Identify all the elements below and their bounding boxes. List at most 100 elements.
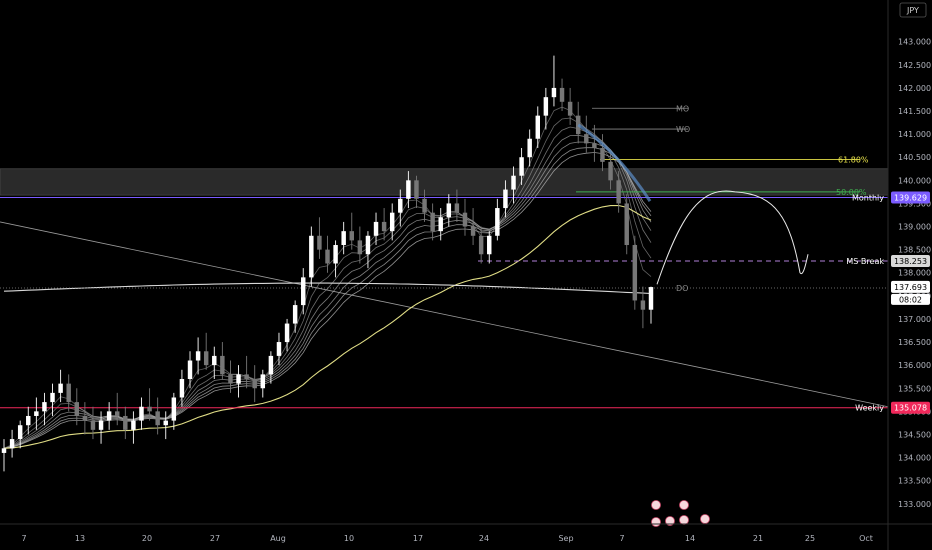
candle-body	[551, 87, 557, 98]
level-price-tag-bg	[891, 255, 930, 268]
time-tick-label: 25	[805, 534, 815, 543]
level-price-tag-bg	[891, 191, 930, 204]
candle-body	[131, 420, 136, 430]
economic-event-icon	[651, 500, 661, 510]
candle-body	[349, 231, 354, 241]
candle-body	[640, 300, 646, 310]
candle-body	[317, 235, 322, 250]
time-tick-label: 20	[142, 534, 152, 543]
candle-body	[50, 392, 55, 403]
candle-body	[292, 305, 298, 324]
time-tick-label: Aug	[270, 534, 286, 543]
candle-body	[309, 235, 314, 278]
fib-level-label: 50.00%	[836, 188, 867, 197]
candle-body	[333, 245, 338, 264]
candle-body	[624, 203, 629, 246]
price-tick-label: 136.500	[898, 338, 931, 347]
candle-body	[106, 411, 112, 421]
price-tick-label: 133.000	[898, 500, 931, 509]
candle-body	[98, 420, 104, 430]
candle-body	[341, 231, 346, 246]
candle-body	[422, 198, 427, 213]
price-tick-label: 138.000	[898, 269, 931, 278]
time-tick-label: 21	[753, 534, 763, 543]
fib-level-label: 61.80%	[838, 156, 869, 165]
candle-body	[66, 383, 71, 403]
momentum-fan	[577, 123, 652, 202]
candle-body	[414, 180, 419, 199]
candle-body	[139, 406, 144, 421]
candle-body	[260, 374, 266, 389]
economic-event-icon	[679, 515, 689, 525]
price-tick-label: 139.000	[898, 223, 931, 232]
candle-body	[115, 411, 120, 416]
price-tick-label: 133.500	[898, 477, 931, 486]
candle-body	[74, 402, 80, 416]
candle-body	[543, 97, 549, 116]
time-tick-label: 10	[344, 534, 354, 543]
candle-body	[17, 425, 23, 440]
candle-body	[1, 448, 7, 453]
time-tick-label: 27	[210, 534, 220, 543]
time-tick-label: Sep	[558, 534, 573, 543]
candle-body	[446, 203, 452, 218]
price-tags-layer: 139.629 138.253 135.078 137.693 08:02	[891, 191, 930, 414]
economic-event-icon	[700, 514, 710, 524]
candle-body	[478, 235, 484, 255]
candle-body	[600, 147, 605, 162]
currency-badge[interactable]	[899, 2, 927, 18]
tagged-line-label: MO	[676, 104, 689, 113]
candle-body	[212, 355, 217, 366]
time-tick-label: 14	[685, 534, 695, 543]
candle-body	[252, 379, 257, 389]
supply-zone-layer	[0, 168, 889, 196]
candle-body	[203, 351, 209, 366]
price-tick-label: 135.500	[898, 384, 931, 393]
candle-body	[648, 287, 654, 310]
candle-body	[527, 138, 532, 158]
candle-body	[357, 240, 363, 255]
time-tick-label: 13	[75, 534, 85, 543]
candle-body	[123, 415, 128, 430]
time-axis-ticks: 7 13 20 27 Aug 10 17 24 Sep 7 14 21 25 Oct	[21, 534, 872, 543]
countdown-tag: 08:02	[899, 295, 922, 304]
candle-body	[284, 323, 290, 343]
price-tick-label: 138.500	[898, 246, 931, 255]
time-tick-label: 17	[413, 534, 423, 543]
candle-body	[487, 235, 492, 255]
candle-body	[519, 157, 524, 176]
economic-event-icon	[679, 500, 689, 510]
level-price-tag: 139.629	[894, 193, 927, 202]
candle-body	[470, 226, 476, 236]
level-price-tag-bg	[891, 401, 930, 414]
ribbon-ma-line	[3, 152, 652, 449]
projection-curve	[656, 190, 809, 285]
candle-body	[163, 420, 168, 426]
candle-body	[381, 221, 387, 232]
price-axis-ticks: 143.000 142.500 142.000 141.500 141.000 140.5…	[898, 38, 931, 509]
descending-trendline	[0, 221, 889, 408]
candle-body	[301, 277, 306, 306]
candle-body	[511, 175, 516, 190]
candle-body	[430, 212, 435, 232]
candle-body	[34, 411, 39, 416]
candle-body	[567, 101, 573, 116]
economic-event-icon	[651, 517, 661, 527]
price-tick-label: 141.500	[898, 107, 931, 116]
economic-event-icon	[665, 516, 675, 526]
candle-body	[592, 143, 597, 148]
candle-body	[58, 383, 63, 393]
event-icons-layer	[651, 500, 710, 527]
candle-body	[438, 217, 443, 232]
ribbon-ma-line	[3, 134, 652, 449]
candle-body	[171, 397, 177, 421]
time-tick-label: 7	[21, 534, 26, 543]
price-tick-label: 142.000	[898, 84, 931, 93]
candle-body	[155, 411, 160, 426]
tagged-line-label: DO	[676, 284, 688, 293]
candle-body	[195, 351, 201, 361]
price-tick-label: 141.000	[898, 130, 931, 139]
level-price-tag: 135.078	[894, 404, 927, 413]
